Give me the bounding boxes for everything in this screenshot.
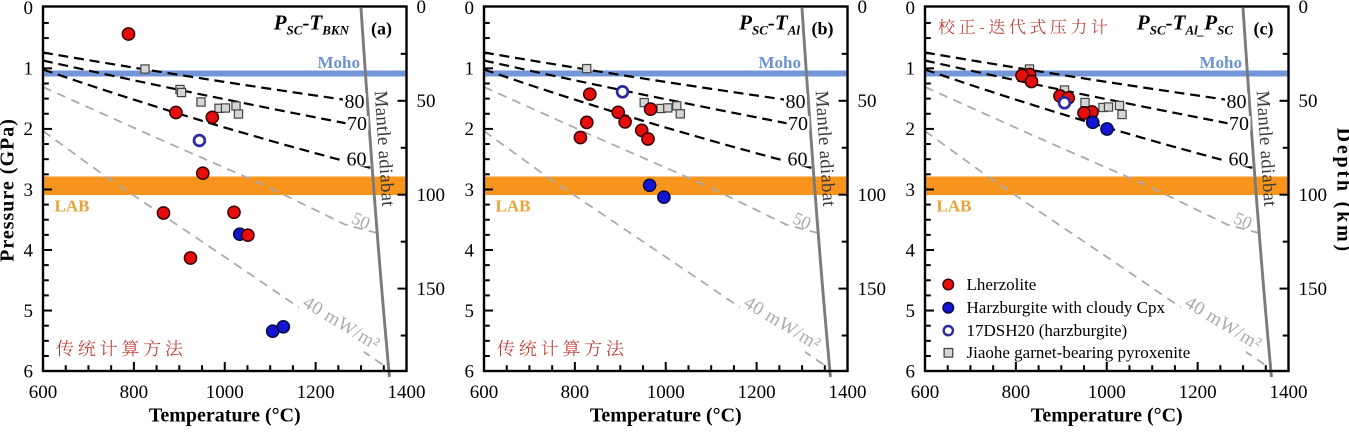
svg-text:Moho: Moho [318,53,361,72]
svg-text:1400: 1400 [388,382,426,403]
svg-text:60: 60 [1229,148,1249,170]
svg-text:80: 80 [345,91,365,113]
svg-text:800: 800 [1002,382,1031,403]
svg-text:1: 1 [906,59,916,80]
svg-text:0: 0 [858,0,868,18]
svg-text:2: 2 [465,119,475,140]
svg-text:Pressure (GPa): Pressure (GPa) [0,118,19,262]
svg-text:Moho: Moho [759,53,802,72]
svg-text:1000: 1000 [1088,382,1126,403]
svg-text:800: 800 [120,382,149,403]
svg-text:3: 3 [465,180,475,201]
svg-text:4: 4 [465,240,475,261]
svg-text:70: 70 [1229,113,1249,135]
svg-text:2: 2 [906,119,916,140]
svg-text:50: 50 [417,91,436,112]
svg-text:100: 100 [417,185,446,206]
svg-text:1200: 1200 [738,382,776,403]
svg-text:50: 50 [858,91,877,112]
svg-text:1000: 1000 [206,382,244,403]
svg-text:800: 800 [561,382,590,403]
svg-text:(b): (b) [812,18,834,39]
svg-text:6: 6 [24,361,34,382]
svg-text:80: 80 [786,91,806,113]
svg-text:(c): (c) [1254,18,1274,39]
svg-text:Temperature (°C): Temperature (°C) [590,405,742,427]
svg-text:150: 150 [417,279,446,300]
svg-text:100: 100 [1299,185,1328,206]
svg-text:0: 0 [417,0,427,18]
svg-text:600: 600 [470,382,499,403]
svg-text:2: 2 [24,119,34,140]
svg-text:Moho: Moho [1200,53,1243,72]
svg-text:Temperature (°C): Temperature (°C) [1031,405,1183,427]
svg-text:LAB: LAB [937,197,972,216]
svg-text:0: 0 [24,0,34,19]
svg-text:6: 6 [465,361,475,382]
svg-text:5: 5 [906,301,916,322]
svg-text:80: 80 [1227,91,1247,113]
svg-text:5: 5 [465,301,475,322]
svg-text:0: 0 [1299,0,1309,18]
svg-text:6: 6 [906,361,916,382]
svg-text:LAB: LAB [496,197,531,216]
svg-text:1: 1 [465,59,475,80]
svg-text:60: 60 [347,148,367,170]
svg-text:60: 60 [788,148,808,170]
svg-text:Jiaohe garnet-bearing pyroxeni: Jiaohe garnet-bearing pyroxenite [967,343,1191,362]
svg-text:1200: 1200 [1179,382,1217,403]
svg-text:150: 150 [858,279,887,300]
svg-text:(a): (a) [371,18,392,39]
svg-text:5: 5 [24,301,34,322]
svg-text:LAB: LAB [55,197,90,216]
svg-text:600: 600 [911,382,940,403]
svg-text:600: 600 [29,382,58,403]
svg-text:3: 3 [906,180,916,201]
svg-text:Harzburgite with cloudy Cpx: Harzburgite with cloudy Cpx [967,298,1166,317]
svg-text:4: 4 [24,240,34,261]
svg-text:70: 70 [788,113,808,135]
svg-text:17DSH20 (harzburgite): 17DSH20 (harzburgite) [967,321,1128,340]
svg-text:70: 70 [347,113,367,135]
svg-text:0: 0 [906,0,916,19]
svg-text:3: 3 [24,180,34,201]
svg-text:1400: 1400 [1270,382,1308,403]
svg-text:150: 150 [1299,279,1328,300]
svg-text:100: 100 [858,185,887,206]
svg-text:Temperature (°C): Temperature (°C) [149,405,301,427]
svg-text:50: 50 [1299,91,1318,112]
svg-text:1000: 1000 [647,382,685,403]
svg-text:Depth (km): Depth (km) [1333,128,1349,254]
svg-text:Lherzolite: Lherzolite [967,275,1037,294]
svg-text:1200: 1200 [297,382,335,403]
svg-text:1: 1 [24,59,34,80]
svg-text:0: 0 [465,0,475,19]
svg-text:4: 4 [906,240,916,261]
svg-text:1400: 1400 [829,382,867,403]
